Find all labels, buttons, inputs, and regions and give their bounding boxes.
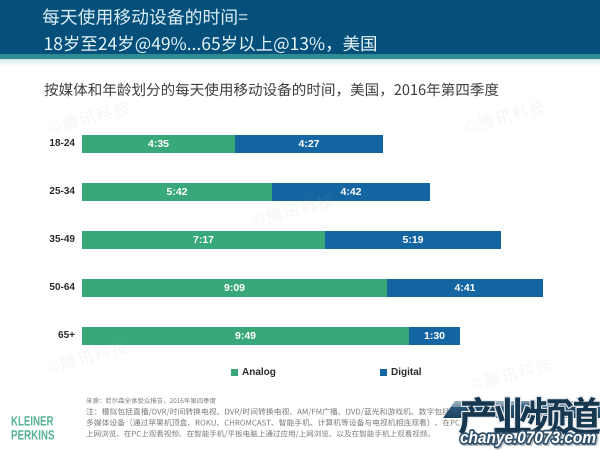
- svg-text:chanye.07073.com: chanye.07073.com: [461, 429, 597, 448]
- svg-text:chanye.07073.com: chanye.07073.com: [460, 428, 596, 447]
